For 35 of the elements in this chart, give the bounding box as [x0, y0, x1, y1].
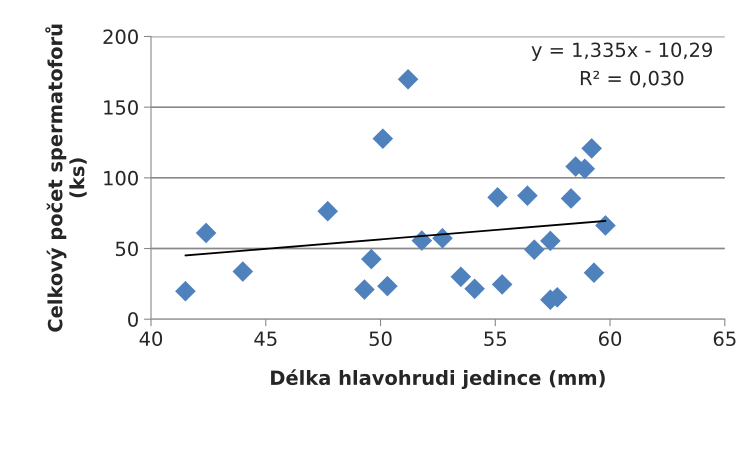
- point: [361, 248, 382, 270]
- point: [377, 276, 398, 296]
- x-tick-label: 45: [254, 332, 276, 346]
- point: [464, 278, 485, 300]
- point: [581, 138, 602, 159]
- point: [517, 185, 538, 206]
- annotation: R² = 0,030: [580, 70, 684, 88]
- x-tick-label: 50: [370, 331, 392, 346]
- x-tick-label: 40: [140, 331, 162, 346]
- y-tick-label: 100: [104, 170, 138, 186]
- point: [196, 222, 216, 244]
- y-tick-label: 50: [116, 241, 138, 256]
- x-tick-label: 60: [599, 331, 622, 346]
- y-tick-label: 150: [104, 100, 138, 115]
- y-axis-title: Celkový počet spermatoforů (ks): [45, 24, 87, 332]
- x-tick-label: 55: [484, 332, 506, 346]
- point: [560, 188, 582, 209]
- x-axis-title: Délka hlavohrudi jedince (mm): [271, 369, 605, 390]
- point: [372, 128, 394, 149]
- x-tick-label: 65: [714, 331, 736, 346]
- point: [487, 187, 508, 208]
- point: [354, 279, 375, 300]
- point: [317, 200, 338, 222]
- point: [524, 239, 545, 260]
- point: [540, 230, 561, 252]
- point: [492, 274, 512, 295]
- point: [584, 262, 604, 283]
- y-tick-label: 0: [128, 312, 138, 327]
- point: [232, 261, 254, 282]
- point: [450, 266, 472, 288]
- y-tick-label: 200: [104, 29, 138, 44]
- point: [175, 280, 196, 302]
- point: [595, 215, 616, 236]
- point: [398, 69, 418, 90]
- annotation: y = 1,335x - 10,29: [532, 42, 712, 61]
